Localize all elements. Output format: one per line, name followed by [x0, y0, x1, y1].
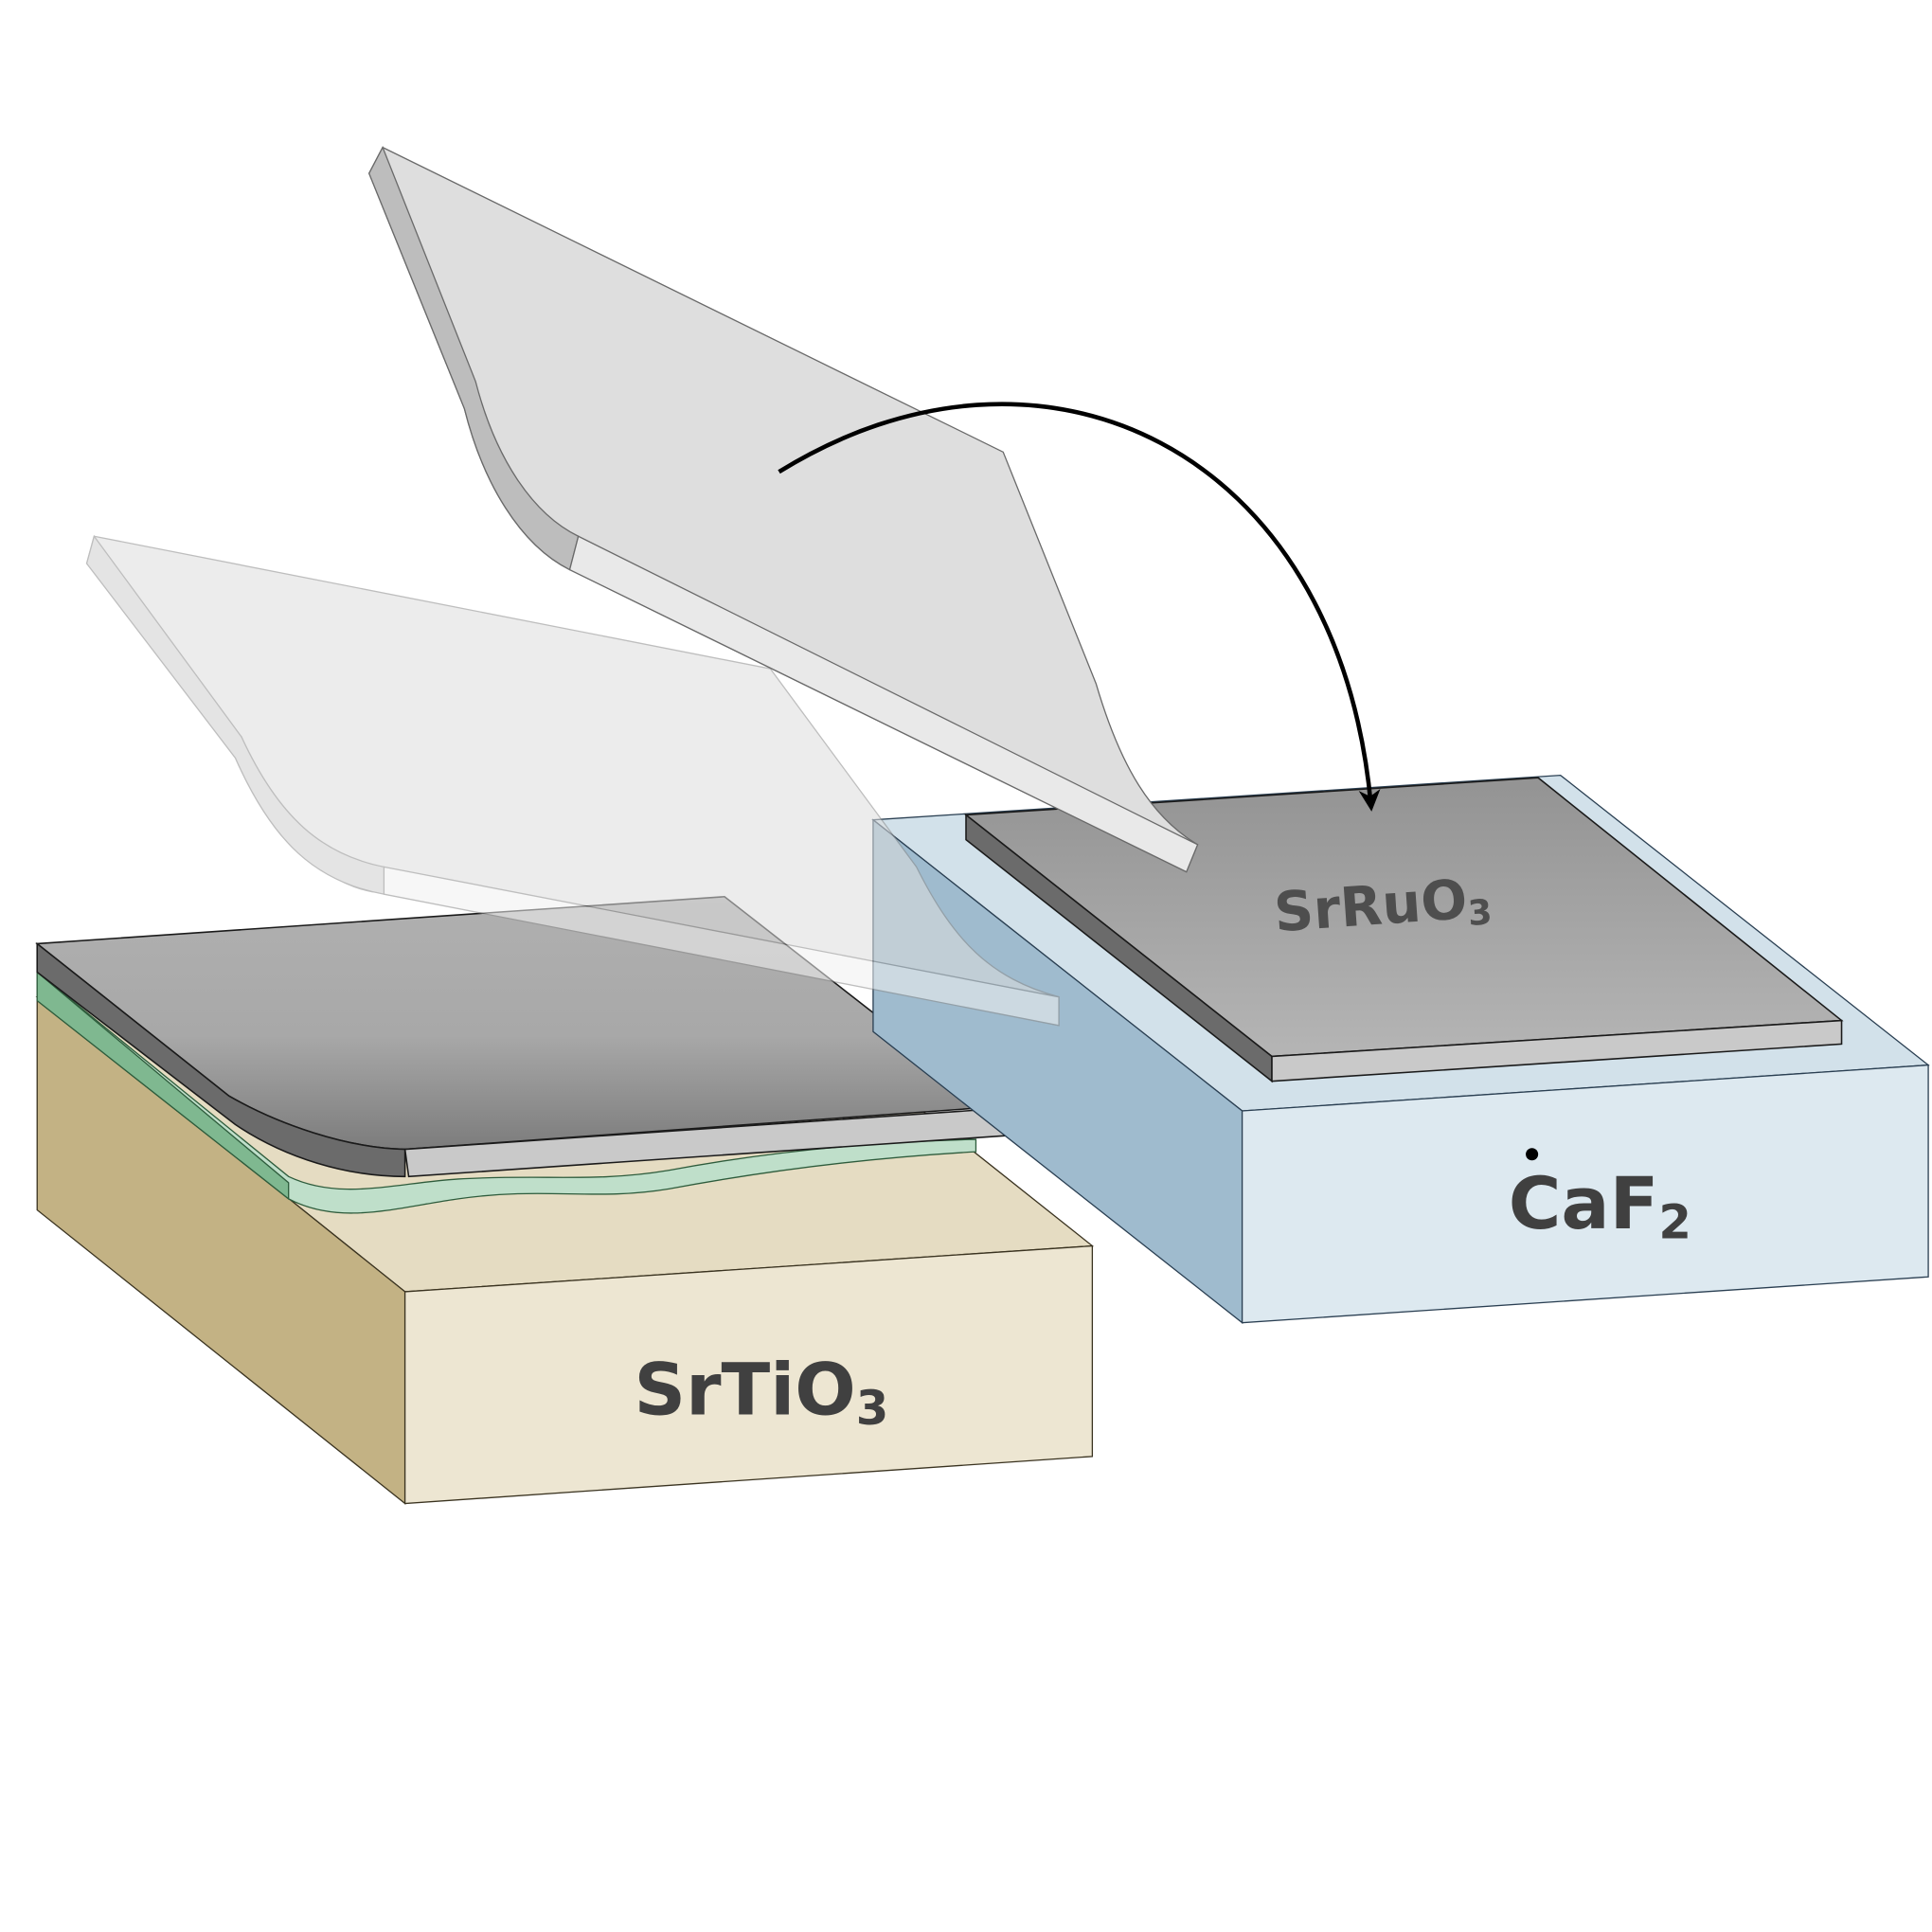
caf2-front-face — [1241, 1064, 1929, 1324]
label-srruo3-base: SrRuO — [1272, 868, 1469, 944]
transfer-arrow — [778, 402, 1381, 812]
label-srruo3-sub: 3 — [1467, 891, 1494, 934]
label-srtio3: SrTiO3 — [635, 1348, 889, 1435]
label-srtio3-base: SrTiO — [635, 1348, 856, 1431]
srtio3-front-face — [403, 1244, 1094, 1505]
sacrificial-layer — [36, 971, 977, 1214]
label-caf2-base: CaF — [1509, 1162, 1659, 1245]
label-caf2-sub: 2 — [1658, 1195, 1691, 1250]
caf2-dot — [1526, 1148, 1539, 1161]
support-sheet — [367, 146, 1199, 873]
support-sheet-faded — [85, 534, 1060, 1027]
label-caf2: CaF2 — [1509, 1162, 1691, 1249]
label-srruo3: SrRuO3 — [1272, 867, 1494, 948]
label-srtio3-sub: 3 — [856, 1381, 889, 1436]
